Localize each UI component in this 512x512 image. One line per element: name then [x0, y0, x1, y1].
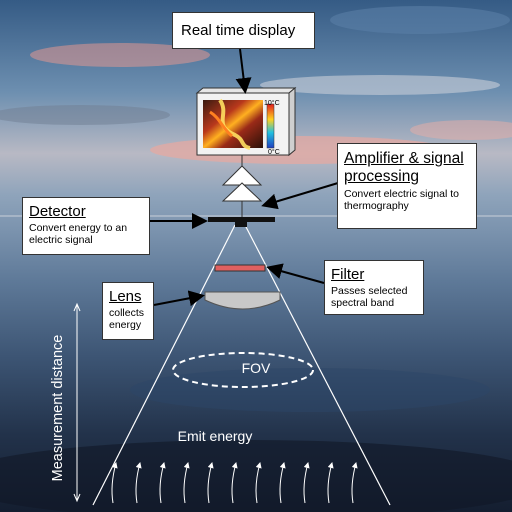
amplifier-description: Convert electric signal to thermography [344, 188, 459, 212]
measurement-distance-label: Measurement distance [50, 334, 66, 482]
scale-min-label: 0°C [268, 148, 280, 156]
sunset-cloud [30, 43, 210, 67]
amplifier-pointer-arrow [261, 182, 339, 210]
cloud [330, 6, 510, 34]
detector-description: Convert energy to an electric signal [29, 222, 128, 246]
realtime-pointer-arrow [235, 48, 252, 94]
lens-shape [204, 291, 281, 310]
amplifier-title: Amplifier & signal processing [344, 150, 464, 185]
measurement-distance-arrow [73, 302, 81, 503]
lens-pointer-arrow [153, 290, 205, 307]
amplifier-callout: Amplifier & signal processing Convert el… [337, 143, 477, 229]
cloud [260, 75, 500, 95]
cloud [410, 120, 512, 140]
filter-plate [214, 264, 266, 272]
filter-description: Passes selected spectral band [331, 285, 408, 309]
horizon [0, 215, 512, 217]
fov-line-left [92, 224, 236, 506]
real-time-display-monitor: 10°C 0°C [195, 86, 297, 157]
emit-energy-arrows [111, 462, 358, 504]
temperature-scale-bar [266, 103, 275, 149]
scale-max-label: 10°C [264, 99, 280, 107]
fov-label: FOV [241, 360, 271, 376]
filter-title: Filter [331, 266, 365, 283]
lens-callout: Lens collects energy [102, 282, 154, 340]
filter-pointer-arrow [266, 263, 325, 284]
detector-callout: Detector Convert energy to an electric s… [22, 197, 150, 255]
lens-description: collects energy [109, 307, 145, 331]
detector-bar [208, 217, 275, 222]
fov-ellipse [172, 352, 314, 388]
cloud [0, 105, 170, 125]
sea-wave [130, 368, 490, 412]
real-time-display-label: Real time display [172, 12, 315, 49]
filter-callout: Filter Passes selected spectral band [324, 260, 424, 315]
lens-title: Lens [109, 288, 142, 305]
detector-title: Detector [29, 203, 86, 220]
detector-element [235, 221, 247, 227]
emit-energy-label: Emit energy [177, 428, 253, 444]
thermal-image [203, 100, 263, 148]
